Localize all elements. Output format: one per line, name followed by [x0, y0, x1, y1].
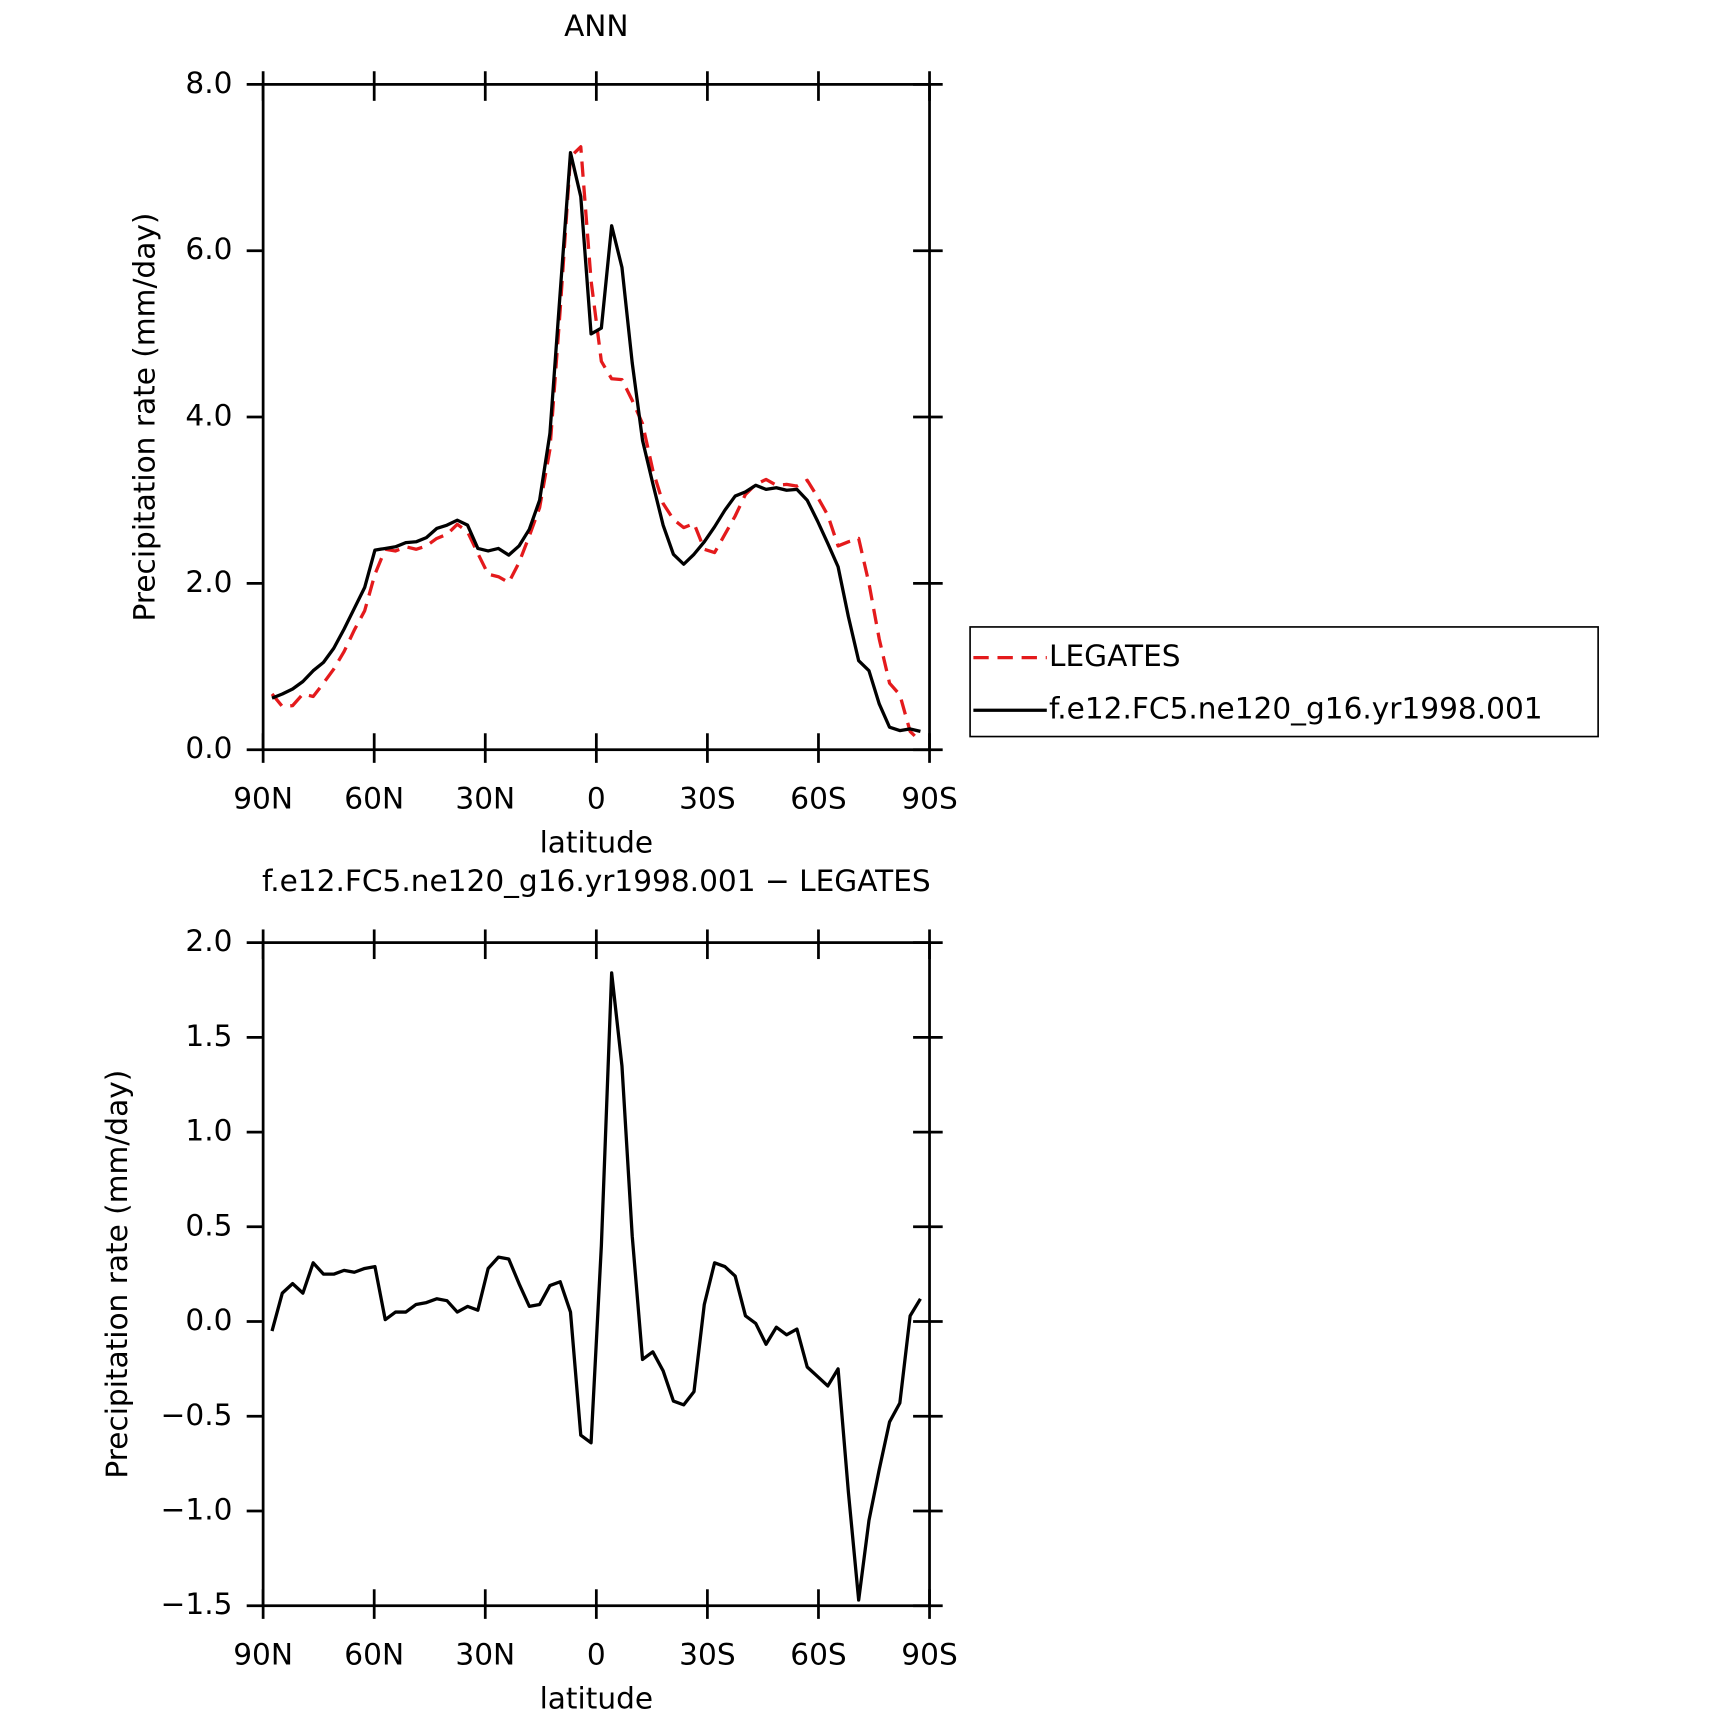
- x-tick-label: 60S: [790, 1638, 846, 1672]
- y-tick-label: 6.0: [185, 232, 232, 266]
- x-axis-label: latitude: [540, 825, 653, 859]
- y-tick-label: 8.0: [185, 66, 232, 100]
- x-axis-label: latitude: [540, 1681, 653, 1715]
- chart-title: ANN: [564, 9, 629, 43]
- panel: f.e12.FC5.ne120_g16.yr1998.001 − LEGATES…: [100, 864, 958, 1716]
- y-tick-label: −1.5: [161, 1587, 233, 1621]
- x-tick-label: 90N: [233, 1638, 293, 1672]
- y-tick-label: 4.0: [185, 399, 232, 433]
- data-line: [270, 145, 922, 743]
- x-tick-label: 0: [587, 782, 606, 816]
- legend-label: f.e12.FC5.ne120_g16.yr1998.001: [1049, 692, 1543, 726]
- x-tick-label: 90N: [233, 782, 293, 816]
- plot-frame: [261, 83, 931, 752]
- x-tick-label: 30N: [455, 1638, 515, 1672]
- x-tick-label: 30S: [679, 782, 735, 816]
- plot-frame: [261, 941, 931, 1608]
- y-tick-label: 0.0: [185, 1303, 232, 1337]
- x-tick-label: 60N: [344, 782, 404, 816]
- y-axis-label: Precipitation rate (mm/day): [127, 213, 161, 622]
- x-tick-label: 30S: [679, 1638, 735, 1672]
- legend-box: [969, 626, 1599, 738]
- x-tick-label: 90S: [901, 1638, 957, 1672]
- y-tick-label: −0.5: [161, 1398, 233, 1432]
- legend: LEGATES f.e12.FC5.ne120_g16.yr1998.001: [969, 626, 1599, 738]
- data-line: [270, 971, 922, 1602]
- x-tick-label: 90S: [901, 782, 957, 816]
- y-tick-label: 0.5: [185, 1208, 232, 1242]
- x-tick-label: 30N: [455, 782, 515, 816]
- legend-label: LEGATES: [1049, 639, 1181, 673]
- y-axis-label: Precipitation rate (mm/day): [100, 1070, 134, 1479]
- y-tick-label: 1.0: [185, 1114, 232, 1148]
- data-line: [271, 150, 921, 734]
- x-tick-label: 0: [587, 1638, 606, 1672]
- y-tick-label: 2.0: [185, 565, 232, 599]
- panel: ANN latitude Precipitation rate (mm/day) 0.…: [127, 9, 1599, 859]
- chart-title: f.e12.FC5.ne120_g16.yr1998.001 − LEGATES: [262, 864, 931, 898]
- x-tick-label: 60S: [790, 782, 846, 816]
- y-tick-label: −1.0: [161, 1492, 233, 1526]
- y-tick-label: 0.0: [185, 731, 232, 765]
- x-tick-label: 60N: [344, 1638, 404, 1672]
- y-tick-label: 2.0: [185, 924, 232, 958]
- y-tick-label: 1.5: [185, 1019, 232, 1053]
